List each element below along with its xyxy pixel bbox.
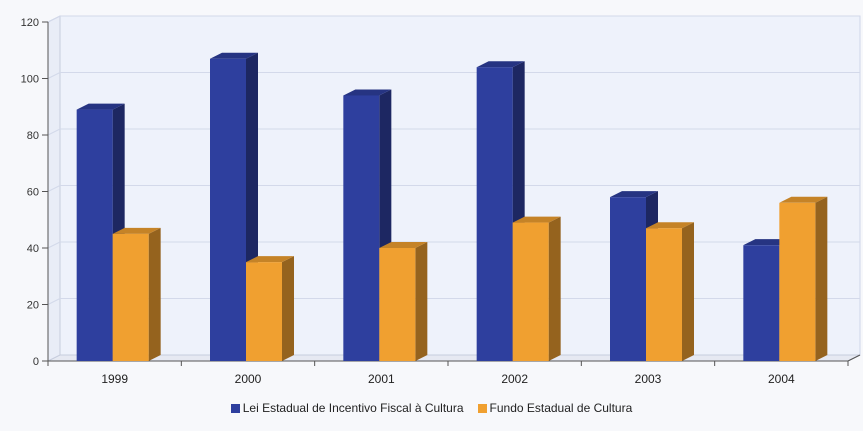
y-tick-label: 0 bbox=[33, 356, 39, 368]
x-tick-label-2001: 2001 bbox=[368, 372, 395, 386]
bar-series-2-2002 bbox=[512, 222, 549, 361]
gridline-side bbox=[47, 241, 61, 249]
y-tick-label: 20 bbox=[27, 300, 39, 312]
bar-top-2-2000 bbox=[246, 256, 294, 263]
legend-label-series-1: Lei Estadual de Incentivo Fiscal à Cultu… bbox=[242, 401, 464, 415]
bar-series-2-2000 bbox=[246, 262, 282, 361]
bar-top-2-2001 bbox=[379, 242, 428, 248]
bar-top-1-1999 bbox=[76, 103, 125, 110]
legend-swatch-series-1 bbox=[230, 403, 240, 413]
bar-side-2-2000 bbox=[282, 256, 294, 361]
bar-top-2-2004 bbox=[779, 196, 828, 203]
bar-series-2-2003 bbox=[646, 228, 682, 361]
x-tick-label-2002: 2002 bbox=[501, 372, 528, 386]
legend-swatch-series-2 bbox=[477, 403, 487, 413]
bar-series-1-2001 bbox=[343, 95, 380, 361]
legend-item-series-2: Fundo Estadual de Cultura bbox=[477, 401, 633, 415]
x-tick-label-2000: 2000 bbox=[235, 372, 262, 386]
bar-series-1-1999 bbox=[76, 109, 113, 361]
bar-top-1-2000 bbox=[210, 52, 258, 59]
bar-series-1-2004 bbox=[743, 245, 780, 361]
gridline-side bbox=[47, 185, 61, 192]
x-tick-label-2004: 2004 bbox=[768, 372, 795, 386]
x-tick-label-1999: 1999 bbox=[101, 372, 128, 386]
legend-item-series-1: Lei Estadual de Incentivo Fiscal à Cultu… bbox=[230, 401, 464, 415]
bar-top-1-2002 bbox=[476, 61, 525, 68]
bar-series-1-2002 bbox=[476, 67, 513, 361]
bar-top-1-2001 bbox=[343, 89, 392, 96]
gridline-side bbox=[47, 72, 61, 79]
bar-top-2-1999 bbox=[112, 227, 161, 234]
bar-side-2-2003 bbox=[682, 222, 694, 361]
x-axis-depth bbox=[847, 354, 861, 362]
plot-floor bbox=[47, 354, 861, 362]
bar-series-1-2000 bbox=[210, 58, 246, 361]
y-tick-label: 100 bbox=[21, 74, 39, 86]
y-tick-label: 120 bbox=[21, 17, 39, 29]
bar-side-2-2004 bbox=[815, 196, 828, 361]
bar-top-1-2003 bbox=[610, 191, 658, 198]
bar-top-2-2003 bbox=[646, 222, 694, 229]
y-tick-label: 60 bbox=[27, 187, 39, 199]
gridline-side bbox=[47, 128, 61, 136]
y-tick-label: 80 bbox=[27, 130, 39, 142]
bar-series-1-2003 bbox=[610, 197, 646, 361]
bar-series-2-2001 bbox=[379, 248, 416, 361]
bar-top-2-2002 bbox=[512, 216, 561, 223]
legend: Lei Estadual de Incentivo Fiscal à Cultu… bbox=[0, 401, 863, 415]
legend-label-series-2: Fundo Estadual de Cultura bbox=[489, 401, 633, 415]
y-tick-label: 40 bbox=[27, 243, 39, 255]
bar-side-2-1999 bbox=[148, 227, 161, 361]
bar-side-2-2001 bbox=[415, 242, 428, 361]
gridline-side bbox=[47, 15, 61, 23]
gridline-side bbox=[47, 298, 61, 305]
x-tick-label-2003: 2003 bbox=[635, 372, 662, 386]
bar-side-2-2002 bbox=[548, 216, 561, 361]
bar-series-2-2004 bbox=[779, 202, 816, 361]
bar-series-2-1999 bbox=[112, 233, 149, 361]
